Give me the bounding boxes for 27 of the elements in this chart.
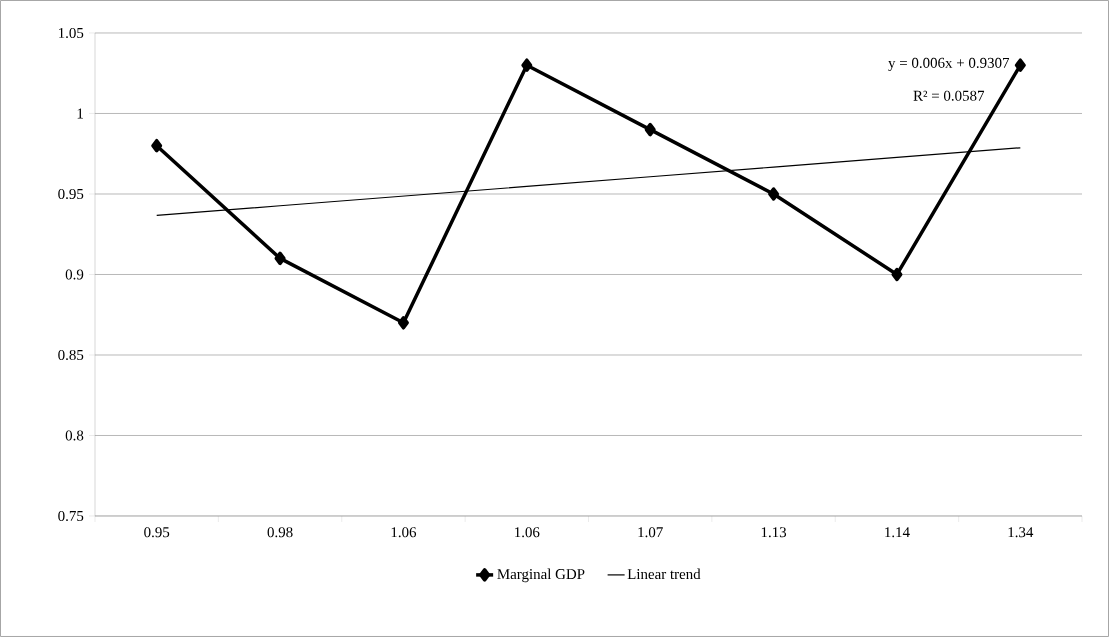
annotation: y = 0.006x + 0.9307 xyxy=(888,57,1010,71)
legend-label: Linear trend xyxy=(627,568,701,580)
annotation: R² = 0.0587 xyxy=(913,90,985,101)
point xyxy=(891,267,903,282)
point xyxy=(397,316,409,330)
legend-label: Marginal GDP xyxy=(497,568,585,583)
y-tick-label: 0.85 xyxy=(58,349,84,361)
y-tick-label: 0.75 xyxy=(58,510,84,522)
y-tick-label: 0.9 xyxy=(65,269,84,280)
y-tick-label: 0.95 xyxy=(58,188,84,200)
point xyxy=(1014,58,1026,72)
x-tick-label: 1.34 xyxy=(1008,527,1034,538)
x-tick-label: 0.98 xyxy=(267,527,293,538)
x-tick-label: 1.06 xyxy=(515,527,540,538)
y-tick-label: 1 xyxy=(77,108,83,119)
point xyxy=(274,251,286,266)
x-tick-label: 1.06 xyxy=(391,527,417,538)
x-tick-label: 0.95 xyxy=(144,527,170,538)
x-tick-label: 1.07 xyxy=(638,527,663,538)
y-tick-label: 1.05 xyxy=(58,27,84,39)
point xyxy=(768,187,780,201)
x-tick-label: 1.14 xyxy=(885,527,910,538)
point xyxy=(151,138,163,153)
y-tick-label: 0.8 xyxy=(65,430,84,441)
point xyxy=(644,122,656,137)
point xyxy=(521,58,533,72)
x-tick-label: 1.13 xyxy=(761,527,787,538)
